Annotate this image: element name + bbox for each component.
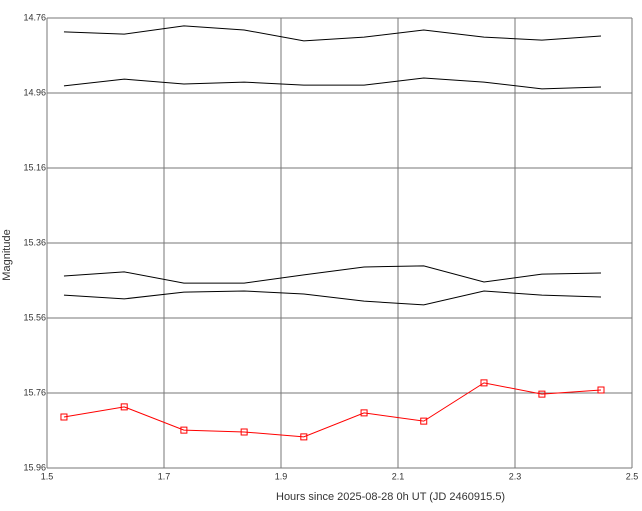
y-tick-label: 15.36 (23, 237, 46, 247)
series-line (63, 77, 602, 90)
x-tick-label: 2.3 (509, 471, 522, 481)
y-tick-label: 14.76 (23, 12, 46, 22)
x-tick-label: 1.9 (275, 471, 288, 481)
series-line (63, 25, 602, 42)
series-line (63, 265, 602, 284)
point-marker (480, 379, 488, 387)
y-tick-label: 15.16 (23, 162, 46, 172)
series-line (63, 382, 602, 438)
point-marker (538, 390, 546, 398)
point-marker (420, 417, 428, 425)
y-tick-label: 15.76 (23, 387, 46, 397)
point-marker (120, 403, 128, 411)
y-axis-label: Magnitude (1, 229, 13, 280)
y-tick-label: 14.96 (23, 87, 46, 97)
x-tick-label: 1.7 (158, 471, 171, 481)
x-tick-label: 1.5 (41, 471, 54, 481)
point-marker (240, 428, 248, 436)
point-marker (60, 413, 68, 421)
x-axis-label: Hours since 2025-08-28 0h UT (JD 2460915… (276, 491, 505, 503)
point-marker (300, 433, 308, 441)
series-line (63, 290, 602, 306)
point-marker (597, 386, 605, 394)
y-tick-label: 15.56 (23, 312, 46, 322)
point-marker (360, 409, 368, 417)
point-marker (180, 426, 188, 434)
x-tick-label: 2.5 (626, 471, 639, 481)
y-tick-label: 15.96 (23, 462, 46, 472)
x-tick-label: 2.1 (392, 471, 405, 481)
